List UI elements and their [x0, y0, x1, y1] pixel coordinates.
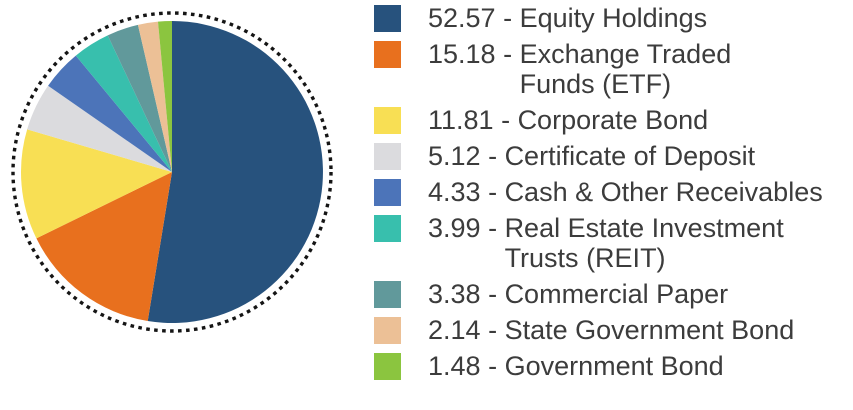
- legend-value: 11.81: [428, 105, 494, 135]
- legend-text: 4.33 - Cash & Other Receivables: [428, 177, 823, 207]
- legend-label: Certificate of Deposit: [505, 141, 756, 171]
- legend-value: 3.99: [428, 213, 481, 243]
- legend-label: Equity Holdings: [520, 3, 708, 33]
- pie-slice-cash-other-receivables: [48, 55, 172, 173]
- legend-label: Exchange Traded Funds (ETF): [520, 39, 732, 99]
- pie-slice-exchange-traded-funds-etf: [36, 172, 173, 322]
- legend-text: 11.81 - Corporate Bond: [428, 105, 708, 135]
- legend-separator: -: [495, 39, 520, 69]
- legend-text: 5.12 - Certificate of Deposit: [428, 141, 755, 171]
- pie-slice-certificate-of-deposit: [27, 85, 172, 172]
- legend-prefix: 52.57 -: [428, 3, 520, 33]
- pie-slice-real-estate-investment-trusts-reit: [75, 35, 172, 173]
- legend-separator: -: [480, 315, 505, 345]
- legend-text: 3.38 - Commercial Paper: [428, 279, 728, 309]
- legend-text: 52.57 - Equity Holdings: [428, 3, 707, 33]
- pie-slice-commercial-paper: [107, 24, 172, 172]
- legend-prefix: 15.18 -: [428, 39, 520, 69]
- legend-item: 11.81 - Corporate Bond: [374, 105, 853, 135]
- legend-item: 3.99 - Real Estate Investment Trusts (REI…: [374, 213, 853, 273]
- legend-swatch: [374, 179, 401, 206]
- legend-swatch: [374, 41, 401, 68]
- legend-label-line: Cash & Other Receivables: [504, 177, 823, 207]
- legend-prefix: 4.33 -: [428, 177, 505, 207]
- legend-label-line: Government Bond: [504, 351, 724, 381]
- legend-text: 15.18 - Exchange Traded Funds (ETF): [428, 39, 731, 99]
- legend-prefix: 2.14 -: [428, 315, 505, 345]
- legend-swatch: [374, 107, 401, 134]
- legend-label-line: Exchange Traded: [519, 39, 732, 69]
- legend-label: Corporate Bond: [518, 105, 709, 135]
- legend-value: 15.18: [428, 39, 496, 69]
- legend-value: 2.14: [428, 315, 481, 345]
- legend-separator: -: [480, 351, 505, 381]
- legend-swatch: [374, 215, 401, 242]
- legend-item: 52.57 - Equity Holdings: [374, 3, 853, 33]
- legend-item: 2.14 - State Government Bond: [374, 315, 853, 345]
- legend-label: Commercial Paper: [505, 279, 729, 309]
- legend-prefix: 11.81 -: [428, 105, 518, 135]
- legend-label-line: State Government Bond: [504, 315, 795, 345]
- legend-label-line: Real Estate Investment: [504, 213, 784, 243]
- legend-value: 3.38: [428, 279, 481, 309]
- legend-value: 52.57: [428, 3, 496, 33]
- legend-item: 15.18 - Exchange Traded Funds (ETF): [374, 39, 853, 99]
- pie-dotted-border: [11, 11, 333, 333]
- legend-separator: -: [493, 105, 518, 135]
- legend-prefix: 3.38 -: [428, 279, 505, 309]
- legend-text: 1.48 - Government Bond: [428, 351, 724, 381]
- legend-item: 1.48 - Government Bond: [374, 351, 853, 381]
- legend-label: Cash & Other Receivables: [505, 177, 823, 207]
- pie-slice-government-bond: [157, 20, 172, 172]
- legend-prefix: 1.48 -: [428, 351, 505, 381]
- legend-swatch: [374, 317, 401, 344]
- legend-swatch: [374, 143, 401, 170]
- legend-separator: -: [480, 141, 505, 171]
- legend-separator: -: [480, 177, 505, 207]
- legend-item: 5.12 - Certificate of Deposit: [374, 141, 853, 171]
- legend-label-line: Funds (ETF): [519, 69, 672, 99]
- legend: 52.57 - Equity Holdings 15.18 - Exchange…: [374, 3, 853, 387]
- pie-chart-area: [0, 0, 346, 346]
- legend-separator: -: [495, 3, 520, 33]
- legend-label-line: Certificate of Deposit: [504, 141, 756, 171]
- legend-item: 3.38 - Commercial Paper: [374, 279, 853, 309]
- legend-label-line: Equity Holdings: [519, 3, 708, 33]
- legend-label-line: Commercial Paper: [504, 279, 729, 309]
- legend-separator: -: [480, 213, 505, 243]
- legend-value: 1.48: [428, 351, 481, 381]
- legend-text: 2.14 - State Government Bond: [428, 315, 794, 345]
- legend-label: Real Estate Investment Trusts (REIT): [505, 213, 784, 273]
- pie-slice-corporate-bond: [21, 129, 173, 239]
- legend-prefix: 5.12 -: [428, 141, 505, 171]
- legend-separator: -: [480, 279, 505, 309]
- legend-label: State Government Bond: [505, 315, 795, 345]
- legend-swatch: [374, 353, 401, 380]
- legend-value: 4.33: [428, 177, 481, 207]
- legend-swatch: [374, 281, 401, 308]
- legend-label-line: Trusts (REIT): [504, 243, 666, 273]
- legend-item: 4.33 - Cash & Other Receivables: [374, 177, 853, 207]
- legend-label-line: Corporate Bond: [517, 105, 709, 135]
- legend-label: Government Bond: [505, 351, 724, 381]
- pie-slice-equity-holdings: [147, 21, 323, 323]
- legend-prefix: 3.99 -: [428, 213, 505, 243]
- legend-swatch: [374, 5, 401, 32]
- legend-text: 3.99 - Real Estate Investment Trusts (REI…: [428, 213, 784, 273]
- pie-chart: [11, 11, 333, 333]
- legend-value: 5.12: [428, 141, 481, 171]
- pie-slice-state-government-bond: [137, 21, 172, 173]
